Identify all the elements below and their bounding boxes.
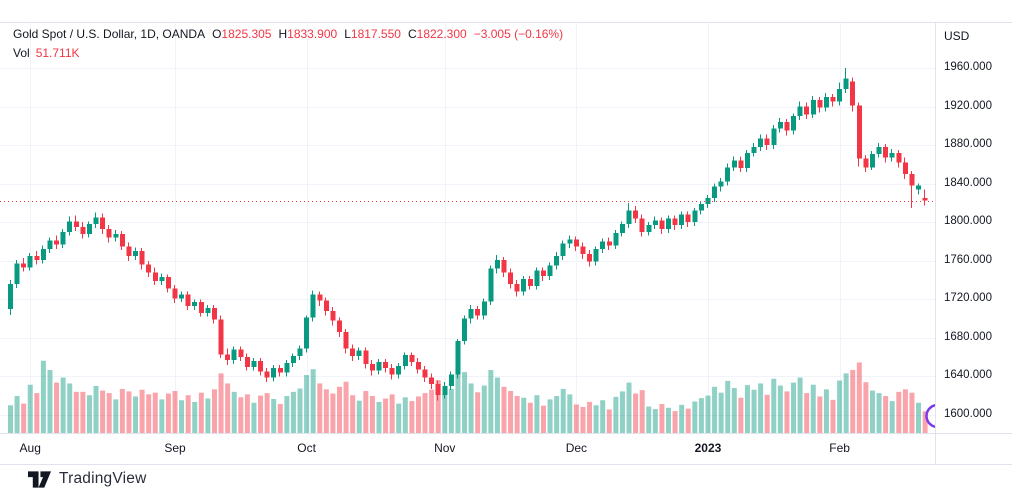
price-tick-label: 1680.000	[944, 330, 992, 343]
price-tick-label: 1880.000	[944, 138, 992, 151]
volume-label: Vol	[13, 46, 30, 60]
volume-row: Vol 51.711K	[13, 44, 563, 63]
price-tick-label: 1720.000	[944, 292, 992, 305]
price-tick-label: 1800.000	[944, 215, 992, 228]
price-tick-label: 1960.000	[944, 61, 992, 73]
grid-lines	[0, 22, 935, 433]
price-tick-label: 1760.000	[944, 253, 992, 266]
tradingview-logo-text: TradingView	[59, 470, 147, 487]
high-readout: H1833.900	[278, 27, 338, 41]
volume-bars	[8, 360, 928, 433]
time-axis[interactable]: Aug Sep Oct Nov Dec 2023 Feb	[0, 434, 935, 464]
watermark-arc	[925, 404, 935, 428]
time-tick-label: Oct	[297, 441, 316, 455]
time-tick-label: 2023	[694, 441, 722, 455]
close-readout: C1822.300	[407, 27, 467, 41]
candles	[8, 68, 928, 401]
currency-label: USD	[944, 29, 970, 43]
volume-value: 51.711K	[35, 46, 80, 60]
price-tick-label: 1920.000	[944, 99, 992, 112]
low-readout: L1817.550	[344, 27, 401, 41]
time-tick-label: Feb	[829, 441, 850, 455]
time-tick-label: Sep	[164, 441, 186, 455]
chart-legend: Gold Spot / U.S. Dollar, 1D, OANDA O1825…	[13, 25, 563, 63]
price-tick-label: 1600.000	[944, 408, 992, 420]
pane-borders	[0, 22, 1012, 465]
price-tick-label: 1840.000	[944, 176, 992, 189]
time-tick-label: Dec	[565, 441, 588, 455]
tradingview-logo[interactable]: TradingView	[28, 470, 147, 488]
price-tick-label: 1640.000	[944, 369, 992, 382]
time-tick-label: Aug	[19, 441, 41, 455]
time-tick-label: Nov	[434, 441, 456, 455]
tradingview-logo-icon	[28, 470, 51, 488]
change-readout: −3.005 (−0.16%)	[473, 27, 564, 41]
price-axis[interactable]: USD 1960.000 1920.000 1880.000 1840.000 1800…	[936, 22, 1012, 465]
open-readout: O1825.305	[212, 27, 272, 41]
symbol-title[interactable]: Gold Spot / U.S. Dollar, 1D, OANDA	[13, 27, 206, 41]
symbol-row: Gold Spot / U.S. Dollar, 1D, OANDA O1825…	[13, 25, 563, 44]
